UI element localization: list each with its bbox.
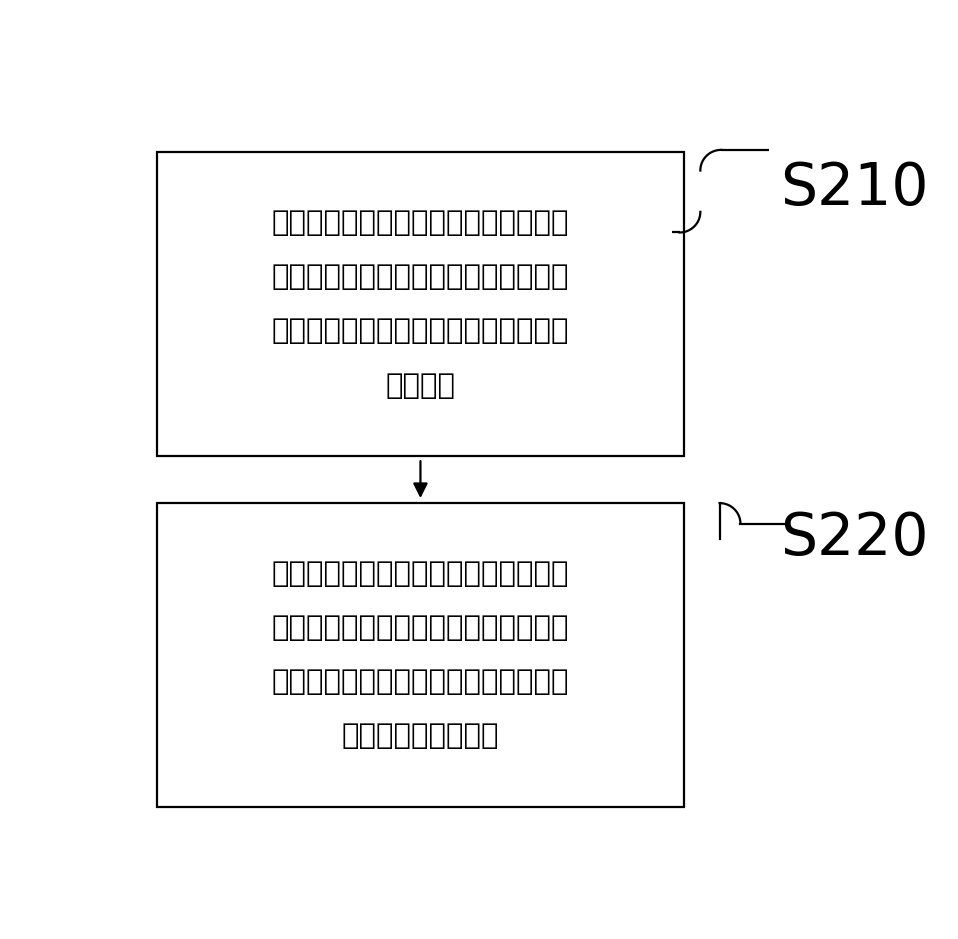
Text: 当前调度表进行配置，该当前调度表记: 当前调度表进行配置，该当前调度表记 xyxy=(272,263,569,291)
Text: 目的端口: 目的端口 xyxy=(385,372,455,400)
Bar xyxy=(157,152,684,456)
Text: 行实时转发或者忽略: 行实时转发或者忽略 xyxy=(342,722,499,750)
Text: 对于所接收到的每条待处理报文，接照: 对于所接收到的每条待处理报文，接照 xyxy=(272,560,569,588)
Text: S220: S220 xyxy=(781,510,929,567)
Bar xyxy=(157,503,684,807)
Text: 录有对应待处理报文的转发时刻和转发: 录有对应待处理报文的转发时刻和转发 xyxy=(272,317,569,346)
Text: 对应的转发时刻和转发端口，对报文进: 对应的转发时刻和转发端口，对报文进 xyxy=(272,668,569,696)
Text: S210: S210 xyxy=(781,160,929,217)
Text: 接收控制器发送的当前调度表，并对该: 接收控制器发送的当前调度表，并对该 xyxy=(272,209,569,237)
Text: 所配置的当前调度表中该条待处理报文: 所配置的当前调度表中该条待处理报文 xyxy=(272,614,569,642)
